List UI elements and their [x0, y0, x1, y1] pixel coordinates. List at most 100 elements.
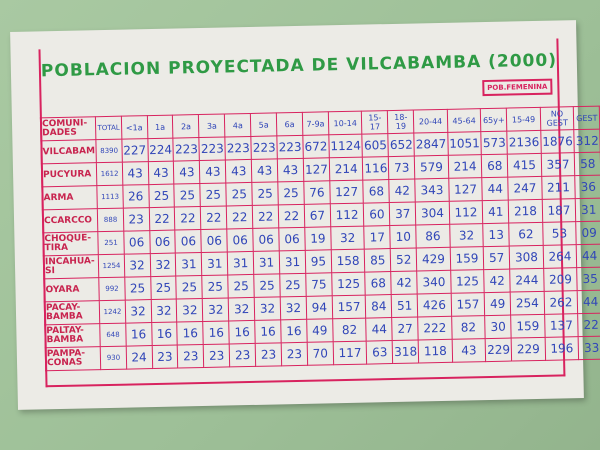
table-cell: 49	[484, 292, 511, 316]
table-cell: 22	[200, 205, 228, 230]
community-name: OYARA	[43, 277, 100, 302]
table-cell: 31	[279, 250, 306, 274]
table-cell: 06	[175, 229, 202, 254]
table-cell: 157	[450, 292, 485, 317]
table-cell: 223	[199, 136, 226, 161]
table-cell: 23	[151, 345, 179, 369]
table-cell: 244	[509, 268, 544, 293]
column-header: NO GEST	[540, 106, 575, 131]
table-cell: 23	[281, 342, 308, 366]
table-cell: 117	[333, 341, 368, 365]
table-cell: 25	[176, 275, 203, 300]
column-header: 15-49	[506, 107, 541, 132]
table-cell: 27	[391, 316, 419, 341]
table-cell: 23	[255, 342, 282, 367]
table-cell: 35	[576, 267, 600, 291]
table-cell: 223	[225, 136, 252, 160]
table-cell: 224	[147, 138, 174, 162]
column-header: <1a	[121, 115, 148, 140]
table-cell: 112	[449, 200, 484, 225]
table-cell: 254	[510, 291, 545, 316]
table-cell: 43	[225, 159, 252, 183]
community-name: PUCYURA	[41, 162, 98, 187]
table-cell: 127	[329, 180, 364, 204]
table-cell: 06	[227, 228, 254, 252]
table-cell: 25	[150, 276, 177, 300]
table-cell: 42	[391, 271, 418, 295]
table-cell: 229	[511, 337, 546, 362]
table-cell: 25	[202, 274, 229, 299]
column-header: TOTAL	[95, 116, 122, 140]
table-cell: 36	[575, 175, 600, 199]
table-cell: 992	[99, 277, 125, 301]
table-cell: 187	[542, 198, 577, 223]
table-cell: 53	[542, 221, 577, 246]
table-cell: 43	[121, 161, 149, 186]
table-cell: 118	[418, 339, 453, 363]
table-cell: 159	[510, 314, 545, 339]
table-cell: 308	[509, 245, 544, 270]
column-header: 4a	[224, 113, 252, 137]
table-cell: 33	[578, 336, 600, 360]
table-cell: 16	[125, 322, 152, 347]
table-cell: 44	[366, 317, 393, 342]
table-cell: 25	[174, 183, 201, 208]
table-cell: 264	[542, 244, 577, 269]
table-cell: 247	[507, 176, 543, 201]
table-cell: 23	[177, 344, 205, 369]
column-header: 3a	[198, 113, 226, 138]
column-header: 7-9a	[302, 111, 329, 136]
population-table: COMUNI-DADES TOTAL <1a 1a 2a 3a 4a 5a 6a 7-9a 10-1…	[40, 106, 600, 372]
table-cell: 52	[390, 248, 417, 272]
table-cell: 68	[481, 154, 508, 178]
table-cell: 86	[415, 224, 450, 249]
table-cell: 116	[362, 156, 390, 181]
table-cell: 75	[305, 272, 333, 297]
table-cell: 57	[483, 246, 510, 270]
table-cell: 223	[251, 135, 278, 160]
table-cell: 49	[306, 318, 334, 343]
table-cell: 127	[448, 177, 483, 202]
table-cell: 1612	[96, 162, 123, 186]
table-cell: 31	[227, 251, 254, 275]
table-cell: 68	[363, 179, 390, 204]
table-cell: 37	[389, 202, 416, 226]
table-cell: 76	[303, 180, 331, 205]
table-cell: 06	[278, 227, 306, 251]
table-cell: 196	[544, 336, 579, 361]
table-cell: 304	[415, 201, 450, 226]
table-cell: 214	[329, 157, 364, 181]
table-cell: 672	[302, 134, 330, 159]
table-cell: 1254	[98, 254, 125, 278]
table-cell: 648	[100, 323, 126, 347]
table-cell: 95	[305, 249, 332, 274]
table-cell: 16	[254, 319, 282, 344]
table-cell: 429	[416, 247, 451, 272]
table-cell: 25	[251, 181, 279, 206]
table-cell: 32	[124, 299, 152, 324]
community-name: CCARCCO	[42, 208, 99, 233]
table-cell: 22	[252, 204, 279, 229]
table-cell: 25	[277, 181, 305, 205]
table-cell: 41	[482, 200, 509, 224]
table-cell: 32	[123, 253, 151, 278]
table-cell: 229	[485, 338, 512, 362]
table-cell: 42	[389, 179, 416, 203]
table-cell: 25	[148, 184, 175, 208]
table-cell: 227	[121, 138, 148, 163]
table-cell: 62	[508, 222, 543, 247]
table-cell: 06	[123, 230, 150, 255]
table-cell: 22	[577, 313, 600, 337]
table-cell: 16	[228, 320, 256, 344]
table-cell: 26	[122, 184, 149, 209]
column-header: 18-19	[387, 110, 415, 134]
column-header: 6a	[276, 112, 303, 136]
table-cell: 43	[199, 159, 227, 184]
table-cell: 32	[280, 296, 307, 320]
community-name: VILCABAM	[40, 139, 97, 164]
column-header: 65y+	[480, 108, 508, 132]
table-cell: 23	[229, 343, 256, 367]
table-cell: 223	[173, 137, 200, 162]
table-cell: 25	[200, 182, 227, 207]
table-cell: 09	[576, 221, 600, 245]
